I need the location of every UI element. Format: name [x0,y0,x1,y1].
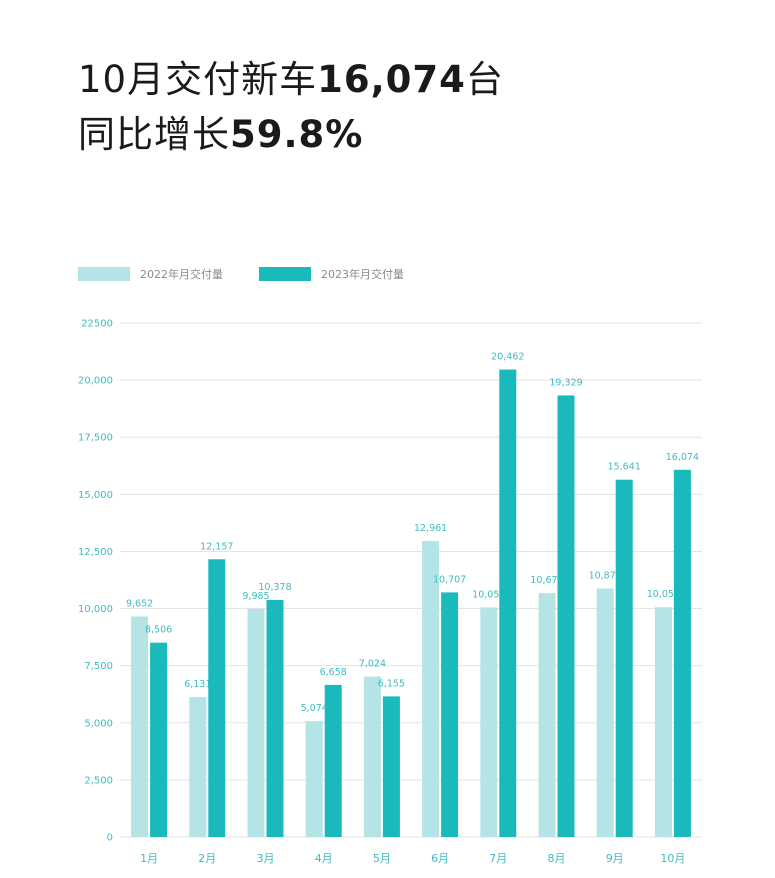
bar-2022-7 [480,607,498,837]
x-tick-label-10: 10月 [660,852,685,865]
bar-2022-4 [305,721,323,837]
legend-swatch-2022 [78,267,130,281]
x-tick-label-6: 6月 [431,852,449,865]
bar-2022-8 [538,593,556,837]
x-tick-label-8: 8月 [548,852,566,865]
legend-label-2023: 2023年月交付量 [321,268,404,281]
bar-2023-5 [382,696,400,837]
y-tick-label-3: 7,500 [84,661,113,672]
legend-item-2022: 2022年月交付量 [78,266,223,282]
bar-2023-3 [266,599,284,837]
bar-2022-9 [596,588,614,837]
bar-2022-10 [654,607,672,837]
data-label-2022-10: 10,059 [647,589,680,600]
headline: 10月交付新车16,074台 同比增长59.8% [78,52,504,162]
bar-2023-8 [557,395,575,837]
bar-2023-10 [673,469,691,837]
legend-swatch-2023 [259,267,311,281]
bar-2022-3 [247,608,265,837]
data-label-2022-7: 10,052 [472,589,505,600]
x-tick-label-2: 2月 [198,852,216,865]
data-label-2023-5: 6,155 [378,678,405,689]
headline-line-1-suffix: 台 [465,58,504,101]
headline-line-2-prefix: 同比增长 [78,113,230,156]
y-tick-label-2: 5,000 [84,718,113,729]
data-label-2022-9: 10,878 [589,570,622,581]
bar-2022-2 [189,696,207,837]
y-tick-label-0: 0 [107,833,113,844]
y-tick-label-7: 17,500 [78,433,113,444]
data-label-2023-8: 19,329 [549,377,582,388]
data-label-2022-4: 5,074 [301,703,328,714]
bar-2022-5 [363,676,381,837]
headline-line-1-prefix: 10月交付新车 [78,58,318,101]
data-label-2023-2: 12,157 [200,541,233,552]
bar-2023-6 [441,592,459,837]
bar-2023-1 [150,642,168,837]
chart-legend: 2022年月交付量 2023年月交付量 [78,266,440,282]
data-label-2023-9: 15,641 [608,462,641,473]
data-label-2023-7: 20,462 [491,352,524,363]
y-tick-label-8: 20,000 [78,376,113,387]
data-label-2022-1: 9,652 [126,599,153,610]
x-tick-label-9: 9月 [606,852,624,865]
x-tick-label-3: 3月 [257,852,275,865]
headline-line-2-value: 59.8% [230,113,364,156]
legend-item-2023: 2023年月交付量 [259,266,404,282]
legend-label-2022: 2022年月交付量 [140,268,223,281]
x-tick-label-1: 1月 [140,852,158,865]
headline-line-1-value: 16,074 [317,58,466,101]
x-tick-label-5: 5月 [373,852,391,865]
data-label-2023-1: 8,506 [145,625,172,636]
bar-2023-9 [615,479,633,837]
y-tick-label-4: 10,000 [78,604,113,615]
data-label-2023-6: 10,707 [433,574,466,585]
data-label-2023-4: 6,658 [320,667,347,678]
bar-2023-4 [324,684,342,837]
y-tick-label-5: 12,500 [78,547,113,558]
bar-2022-6 [422,540,440,837]
bar-2023-7 [499,369,517,837]
data-label-2022-2: 6,131 [184,679,211,690]
data-label-2022-6: 12,961 [414,523,447,534]
data-label-2023-3: 10,378 [258,582,291,593]
headline-line-2: 同比增长59.8% [78,107,504,162]
data-label-2023-10: 16,074 [666,452,699,463]
headline-line-1: 10月交付新车16,074台 [78,52,504,107]
y-tick-label-6: 15,000 [78,490,113,501]
y-tick-label-9: 22500 [81,319,113,330]
data-label-2022-5: 7,024 [359,659,386,670]
data-label-2022-8: 10,677 [530,575,563,586]
x-tick-label-7: 7月 [489,852,507,865]
y-tick-label-1: 2,500 [84,775,113,786]
data-label-2022-3: 9,985 [242,591,269,602]
bar-2022-1 [131,616,149,837]
x-tick-label-4: 4月 [315,852,333,865]
bar-2023-2 [208,559,226,837]
